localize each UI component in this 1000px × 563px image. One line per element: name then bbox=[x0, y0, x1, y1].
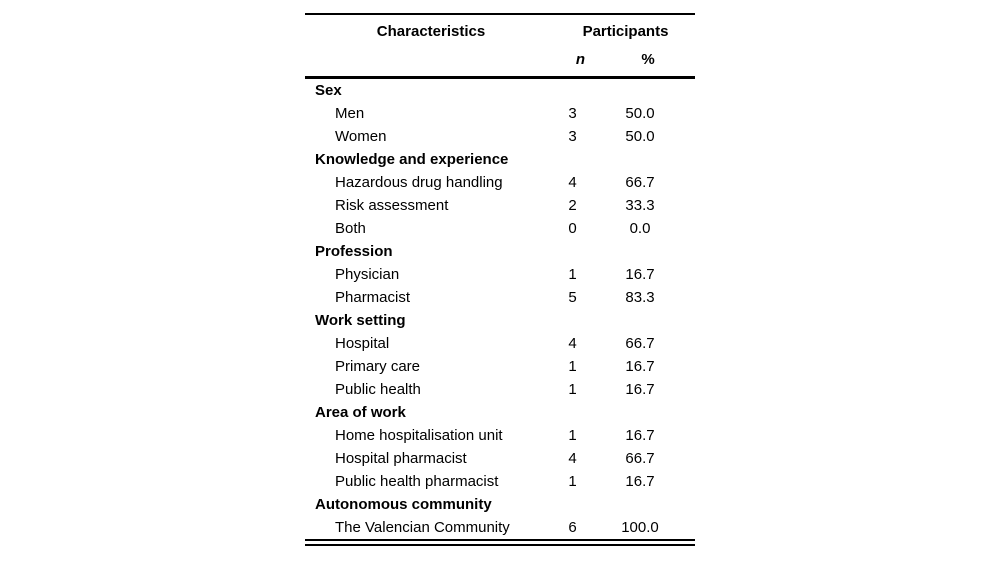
row-label: Women bbox=[335, 128, 387, 145]
row-n-value: 5 bbox=[568, 289, 577, 306]
row-n-value: 1 bbox=[568, 427, 577, 444]
row-n-value bbox=[545, 240, 600, 263]
table-row: Both 0 0.0 bbox=[305, 217, 695, 240]
row-label: Pharmacist bbox=[335, 289, 411, 306]
row-percent-value: 83.3 bbox=[625, 289, 655, 306]
n-column-header: n bbox=[575, 51, 586, 68]
table-bottom-double-rule bbox=[305, 539, 695, 546]
row-label: Profession bbox=[315, 243, 393, 260]
row-label: Hospital bbox=[335, 335, 390, 352]
row-label: Knowledge and experience bbox=[315, 151, 509, 168]
table-header-row-2: n % bbox=[305, 48, 695, 76]
row-percent-value: 16.7 bbox=[625, 358, 655, 375]
table-row: Home hospitalisation unit 1 16.7 bbox=[305, 424, 695, 447]
section-header-row: Autonomous community bbox=[305, 493, 695, 516]
table-row: Women 3 50.0 bbox=[305, 125, 695, 148]
row-n-value: 4 bbox=[568, 450, 577, 467]
table-top-rule bbox=[305, 13, 695, 15]
table-row: Primary care 1 16.7 bbox=[305, 355, 695, 378]
row-label: Public health bbox=[335, 381, 421, 398]
table-header-row-1: Characteristics Participants bbox=[305, 15, 695, 48]
row-n-value: 2 bbox=[568, 197, 577, 214]
row-label: The Valencian Community bbox=[335, 519, 510, 536]
section-header-row: Knowledge and experience bbox=[305, 148, 695, 171]
row-n-value: 4 bbox=[568, 335, 577, 352]
section-header-row: Sex bbox=[305, 79, 695, 102]
row-label: Men bbox=[335, 105, 365, 122]
row-percent-value bbox=[600, 148, 680, 171]
section-header-row: Work setting bbox=[305, 309, 695, 332]
row-label: Physician bbox=[335, 266, 400, 283]
table-row: Hospital pharmacist 4 66.7 bbox=[305, 447, 695, 470]
row-label: Public health pharmacist bbox=[335, 473, 499, 490]
header-spacer bbox=[305, 48, 545, 76]
row-n-value: 3 bbox=[568, 128, 577, 145]
row-n-value bbox=[545, 493, 600, 516]
participant-characteristics-table: Characteristics Participants n % Sex Men 3… bbox=[305, 13, 695, 546]
row-n-value: 6 bbox=[568, 519, 577, 536]
row-percent-value: 100.0 bbox=[621, 519, 659, 536]
row-label: Hazardous drug handling bbox=[335, 174, 503, 191]
row-percent-value: 16.7 bbox=[625, 381, 655, 398]
table-row: Public health 1 16.7 bbox=[305, 378, 695, 401]
table-row: Physician 1 16.7 bbox=[305, 263, 695, 286]
row-percent-value: 66.7 bbox=[625, 450, 655, 467]
characteristics-column-header: Characteristics bbox=[376, 23, 486, 40]
table-row: Pharmacist 5 83.3 bbox=[305, 286, 695, 309]
table-row: Public health pharmacist 1 16.7 bbox=[305, 470, 695, 493]
row-percent-value: 16.7 bbox=[625, 473, 655, 490]
row-label: Risk assessment bbox=[335, 197, 449, 214]
row-percent-value bbox=[600, 493, 680, 516]
table-body: Sex Men 3 50.0 Women 3 50.0 Knowledge and exper… bbox=[305, 79, 695, 539]
row-n-value: 1 bbox=[568, 358, 577, 375]
table-row: Hazardous drug handling 4 66.7 bbox=[305, 171, 695, 194]
section-header-row: Area of work bbox=[305, 401, 695, 424]
header-separator-rule bbox=[305, 76, 695, 79]
row-label: Area of work bbox=[315, 404, 406, 421]
row-percent-value: 0.0 bbox=[629, 220, 651, 237]
row-percent-value: 66.7 bbox=[625, 174, 655, 191]
participants-column-group-header: Participants bbox=[582, 23, 669, 40]
row-percent-value: 33.3 bbox=[625, 197, 655, 214]
row-percent-value: 50.0 bbox=[625, 105, 655, 122]
row-label: Hospital pharmacist bbox=[335, 450, 467, 467]
row-label: Both bbox=[335, 220, 366, 237]
row-n-value bbox=[545, 309, 600, 332]
row-n-value: 3 bbox=[568, 105, 577, 122]
row-percent-value bbox=[600, 401, 680, 424]
row-label: Autonomous community bbox=[315, 496, 492, 513]
row-label: Home hospitalisation unit bbox=[335, 427, 503, 444]
row-label: Work setting bbox=[315, 312, 406, 329]
row-label: Sex bbox=[315, 82, 342, 99]
row-percent-value: 50.0 bbox=[625, 128, 655, 145]
row-percent-value: 16.7 bbox=[625, 266, 655, 283]
row-percent-value: 16.7 bbox=[625, 427, 655, 444]
table-row: Hospital 4 66.7 bbox=[305, 332, 695, 355]
table-row: Men 3 50.0 bbox=[305, 102, 695, 125]
table-row: Risk assessment 2 33.3 bbox=[305, 194, 695, 217]
row-n-value: 1 bbox=[568, 381, 577, 398]
row-n-value: 1 bbox=[568, 266, 577, 283]
row-percent-value bbox=[600, 79, 680, 102]
row-n-value bbox=[545, 401, 600, 424]
row-n-value: 4 bbox=[568, 174, 577, 191]
row-n-value bbox=[545, 148, 600, 171]
row-percent-value bbox=[600, 309, 680, 332]
row-n-value bbox=[545, 79, 600, 102]
row-percent-value bbox=[600, 240, 680, 263]
row-percent-value: 66.7 bbox=[625, 335, 655, 352]
section-header-row: Profession bbox=[305, 240, 695, 263]
row-n-value: 1 bbox=[568, 473, 577, 490]
row-label: Primary care bbox=[335, 358, 421, 375]
percent-column-header: % bbox=[641, 51, 655, 68]
table-row: The Valencian Community 6 100.0 bbox=[305, 516, 695, 539]
row-n-value: 0 bbox=[568, 220, 577, 237]
